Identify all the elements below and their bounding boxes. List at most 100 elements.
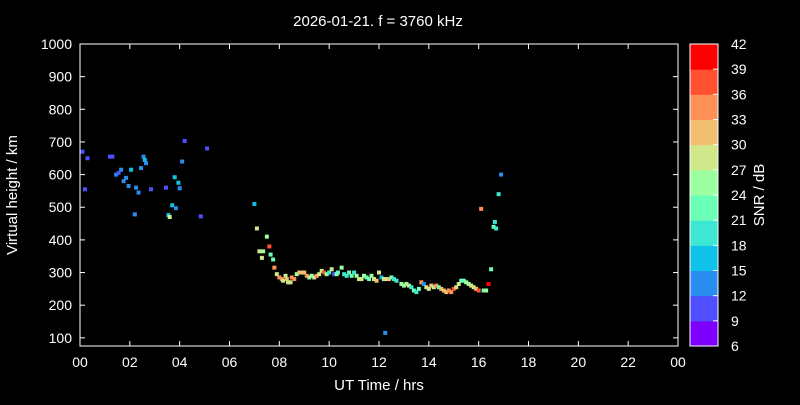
colorbar-tick-label: 9	[731, 313, 739, 329]
data-point	[170, 203, 175, 208]
x-tick-label: 04	[172, 354, 188, 370]
data-point	[481, 288, 486, 293]
data-point	[401, 283, 406, 288]
x-tick-label: 02	[122, 354, 138, 370]
colorbar-band	[690, 44, 718, 70]
colorbar-tick-label: 36	[731, 86, 747, 102]
colorbar-band	[690, 245, 718, 271]
data-point	[144, 161, 149, 166]
colorbar-band	[690, 94, 718, 120]
data-point	[409, 285, 414, 290]
data-point	[489, 267, 494, 272]
data-point	[404, 281, 409, 286]
data-point	[257, 249, 262, 254]
data-point	[312, 275, 317, 280]
y-tick-label: 900	[49, 69, 73, 85]
data-point	[271, 257, 276, 262]
data-point	[139, 166, 144, 171]
data-point	[449, 290, 454, 295]
data-point	[386, 277, 391, 282]
data-point	[339, 265, 344, 270]
data-point	[377, 270, 381, 275]
data-point	[132, 212, 137, 217]
data-point	[274, 272, 279, 277]
data-point	[389, 275, 394, 280]
data-point	[180, 159, 185, 164]
data-point	[335, 270, 340, 275]
y-tick-label: 300	[49, 265, 73, 281]
data-point	[284, 277, 289, 282]
x-tick-label: 22	[620, 354, 636, 370]
data-point	[459, 278, 464, 283]
data-point	[364, 275, 369, 280]
x-tick-label: 00	[72, 354, 88, 370]
data-point	[149, 187, 154, 192]
colorbar-band	[690, 119, 718, 146]
data-point	[110, 154, 115, 159]
data-point	[479, 206, 484, 211]
data-point	[411, 288, 416, 293]
data-point	[124, 175, 129, 180]
data-point	[307, 275, 312, 280]
data-point	[85, 156, 90, 161]
data-point	[80, 149, 85, 154]
colorbar-tick-label: 30	[731, 137, 747, 153]
colorbar-tick-label: 33	[731, 112, 747, 128]
y-tick-label: 500	[49, 199, 73, 215]
data-point	[399, 281, 404, 286]
data-point	[319, 268, 324, 273]
x-tick-label: 14	[421, 354, 437, 370]
y-tick-label: 200	[49, 297, 73, 313]
data-point	[439, 286, 444, 291]
data-point	[344, 273, 349, 278]
data-point	[431, 285, 436, 290]
data-point	[277, 275, 282, 280]
colorbar-band	[690, 69, 718, 95]
colorbar-tick-label: 6	[731, 338, 739, 354]
data-point	[381, 277, 386, 282]
data-point	[342, 272, 347, 277]
colorbar-tick-label: 42	[731, 36, 747, 52]
data-point	[198, 214, 203, 219]
data-point	[469, 283, 474, 288]
data-point	[268, 252, 273, 257]
x-tick-label: 06	[222, 354, 238, 370]
data-point	[272, 265, 277, 270]
data-point	[491, 224, 496, 229]
data-point	[379, 275, 384, 280]
data-point	[299, 270, 304, 275]
data-point	[424, 285, 429, 290]
data-point	[359, 277, 364, 282]
data-point	[136, 190, 141, 195]
data-point	[107, 154, 112, 159]
y-tick-label: 600	[49, 167, 73, 183]
data-point	[444, 290, 449, 295]
x-axis-label: UT Time / hrs	[334, 377, 424, 394]
data-point	[116, 170, 121, 175]
data-point	[414, 290, 419, 295]
colorbar-tick-label: 24	[731, 187, 747, 203]
data-point	[357, 277, 362, 282]
data-point	[134, 185, 139, 190]
data-point	[267, 244, 272, 249]
colorbar-band	[690, 295, 718, 322]
data-point	[324, 272, 329, 277]
data-point	[484, 288, 489, 293]
data-point	[121, 179, 126, 184]
chart-title: 2026-01-21. f = 3760 kHz	[293, 13, 463, 30]
data-point	[352, 270, 357, 275]
data-point	[383, 330, 388, 335]
colorbar-tick-label: 12	[731, 288, 747, 304]
data-point	[114, 172, 119, 177]
data-point	[436, 285, 441, 290]
colorbar-tick-label: 27	[731, 162, 747, 178]
data-point	[82, 187, 87, 192]
data-point	[369, 273, 374, 278]
data-point	[434, 283, 439, 288]
data-point	[464, 280, 469, 285]
y-tick-label: 400	[49, 232, 73, 248]
data-point	[317, 272, 322, 277]
data-point	[286, 280, 291, 285]
data-point	[167, 215, 172, 220]
data-point	[322, 270, 327, 275]
